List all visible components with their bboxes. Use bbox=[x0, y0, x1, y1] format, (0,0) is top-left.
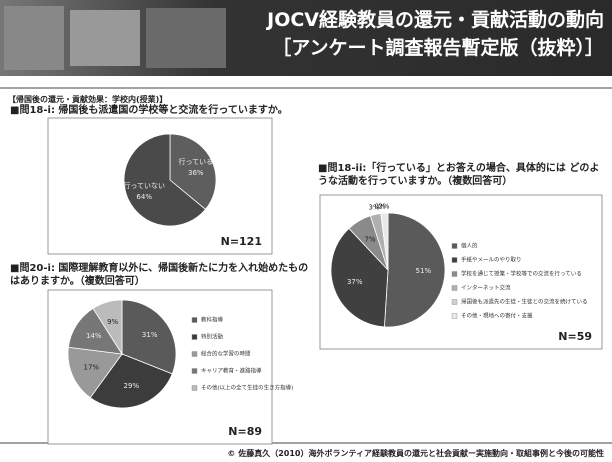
legend-swatch bbox=[451, 285, 458, 291]
value-label: 2% bbox=[378, 202, 389, 210]
chart-title: ■問20-i: 国際理解教育以外に、帰国後新たに力を入れ始めたものはありますか。… bbox=[10, 263, 309, 287]
section-label: 【帰国後の還元・貢献効果：学校内(授業)】 bbox=[8, 95, 168, 104]
photo bbox=[4, 6, 64, 70]
slice-category: 行っている bbox=[178, 157, 213, 166]
pie-slice bbox=[92, 299, 123, 356]
legend-label: 教科指導 bbox=[201, 316, 224, 324]
pie-slice bbox=[330, 227, 389, 328]
legend-swatch bbox=[451, 243, 458, 249]
value-label: 0% bbox=[374, 203, 385, 211]
legend-swatch bbox=[191, 385, 198, 391]
pie-slice bbox=[380, 212, 389, 271]
legend-swatch bbox=[191, 334, 198, 340]
value-label: 36% bbox=[188, 169, 204, 177]
legend-label: 総合的な学習の時間 bbox=[201, 350, 251, 358]
legend-swatch bbox=[451, 299, 458, 305]
n-label: N=59 bbox=[558, 330, 592, 343]
pie-slice bbox=[383, 212, 446, 328]
n-label: N=121 bbox=[221, 235, 262, 248]
n-label: N=89 bbox=[228, 425, 262, 438]
chart-title: ■問18-ii:「行っている」とお答えの場合、具体的には どのような活動を行って… bbox=[318, 163, 600, 187]
photo bbox=[146, 8, 226, 68]
legend-swatch bbox=[191, 368, 198, 374]
legend-label: 個人的 bbox=[461, 242, 478, 250]
legend-label: 特別活動 bbox=[201, 333, 224, 341]
legend-swatch bbox=[191, 317, 198, 323]
value-label: 7% bbox=[364, 236, 375, 244]
legend-label: 学校を通じて授業・学校等での交流を行っている bbox=[461, 270, 582, 278]
value-label: 3% bbox=[369, 204, 380, 212]
legend-label: その他(以上の全て生徒の生き方指導) bbox=[201, 384, 293, 392]
legend-label: 帰国後も派遣先の生徒・生徒との交流を続けている bbox=[461, 298, 587, 306]
pie-slice bbox=[89, 353, 173, 409]
value-label: 17% bbox=[83, 363, 99, 371]
value-label: 31% bbox=[142, 331, 158, 339]
photo bbox=[70, 10, 140, 66]
slice-category: 行っていない bbox=[123, 181, 165, 190]
value-label: 9% bbox=[107, 318, 118, 326]
legend-swatch bbox=[451, 257, 458, 263]
legend-swatch bbox=[191, 351, 198, 357]
legend-label: キャリア教育・進路指導 bbox=[201, 367, 262, 375]
footer: © 佐藤真久（2010）海外ボランティア経験教員の還元と社会貢献ー実施動向・取組… bbox=[227, 449, 604, 458]
value-label: 51% bbox=[416, 267, 432, 275]
legend-label: 手紙やメールのやり取り bbox=[461, 256, 522, 264]
pie-slice bbox=[169, 133, 217, 210]
value-label: 37% bbox=[347, 278, 363, 286]
header-subtitle: ［アンケート調査報告暫定版（抜粋）］ bbox=[272, 37, 604, 59]
pie-slice bbox=[67, 346, 123, 399]
value-label: 64% bbox=[136, 193, 152, 201]
value-label: 14% bbox=[86, 332, 102, 340]
legend-swatch bbox=[451, 271, 458, 277]
value-label: 29% bbox=[124, 382, 140, 390]
pie-slice bbox=[121, 299, 177, 375]
legend-label: インターネット交流 bbox=[461, 284, 511, 292]
legend-swatch bbox=[451, 313, 458, 319]
pie-slice bbox=[123, 133, 207, 227]
header-title: JOCV経験教員の還元・貢献活動の動向 bbox=[267, 9, 604, 31]
legend-label: その他・現地への寄付・支援 bbox=[461, 312, 533, 320]
chart-title: ■問18-i: 帰国後も派遣国の学校等と交流を行っていますか。 bbox=[10, 105, 288, 116]
